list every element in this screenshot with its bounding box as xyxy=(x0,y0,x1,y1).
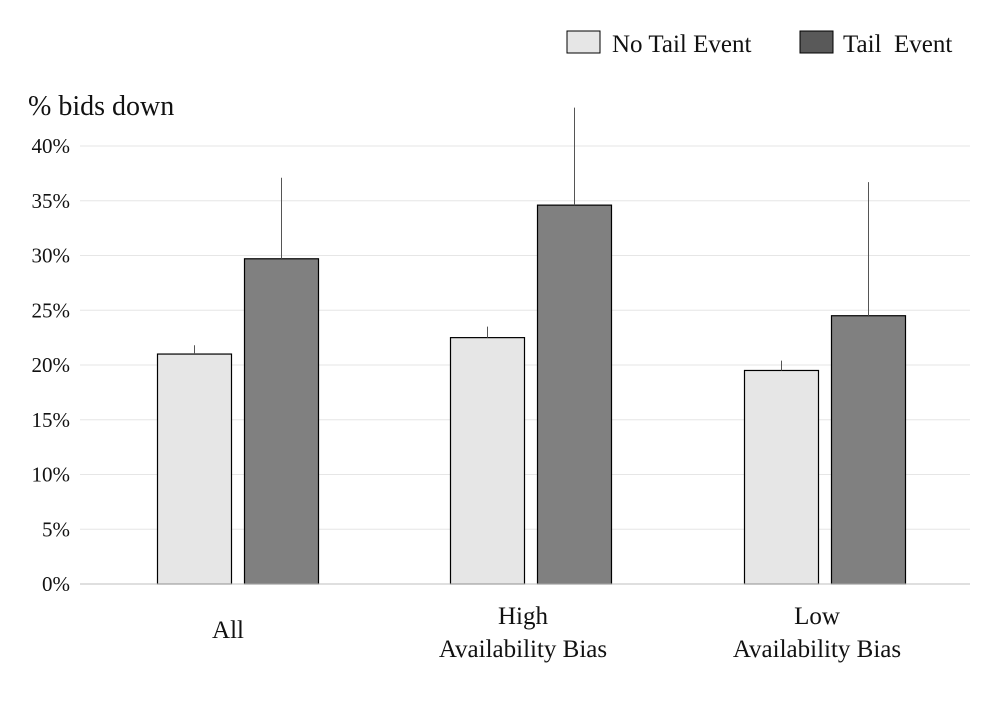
category-label-line: Low xyxy=(794,603,840,630)
y-tick-label: 5% xyxy=(42,517,70,541)
category-label-line: All xyxy=(212,617,244,644)
legend-label-no-tail-event: No Tail Event xyxy=(612,31,751,58)
y-tick-label: 25% xyxy=(32,298,71,322)
y-tick-label: 10% xyxy=(32,463,71,487)
legend-label-tail-event: Tail Event xyxy=(843,31,952,58)
y-axis-ticks: 0% 5% 10% 15% 20% 25% 30% 35% 40% xyxy=(32,134,71,596)
bar-no-tail-event-0 xyxy=(156,353,233,585)
y-axis-label: % bids down xyxy=(28,91,174,122)
bar-no-tail-event-1 xyxy=(449,337,526,585)
category-label-2: Low Availability Bias xyxy=(733,603,901,663)
y-tick-label: 20% xyxy=(32,353,71,377)
category-label-line: Availability Bias xyxy=(733,636,901,663)
bar-tail-event-0 xyxy=(243,258,320,585)
category-label-line: High xyxy=(498,603,549,630)
y-tick-label: 35% xyxy=(32,189,71,213)
legend-swatch-no-tail-event xyxy=(566,30,601,54)
category-label-0: All xyxy=(212,617,244,644)
y-tick-label: 30% xyxy=(32,244,71,268)
y-tick-label: 0% xyxy=(42,572,70,596)
category-labels: All High Availability Bias Low Availability … xyxy=(212,603,901,663)
bar-tail-event-1 xyxy=(536,204,613,585)
y-tick-label: 15% xyxy=(32,408,71,432)
bar-tail-event-2 xyxy=(830,315,907,585)
y-tick-label: 40% xyxy=(32,134,71,158)
error-bars xyxy=(194,107,869,371)
legend: No Tail Event Tail Event xyxy=(566,30,952,58)
category-label-1: High Availability Bias xyxy=(439,603,607,663)
legend-swatch-tail-event xyxy=(799,30,834,54)
category-label-line: Availability Bias xyxy=(439,636,607,663)
bars xyxy=(156,204,907,585)
bar-no-tail-event-2 xyxy=(743,369,820,585)
